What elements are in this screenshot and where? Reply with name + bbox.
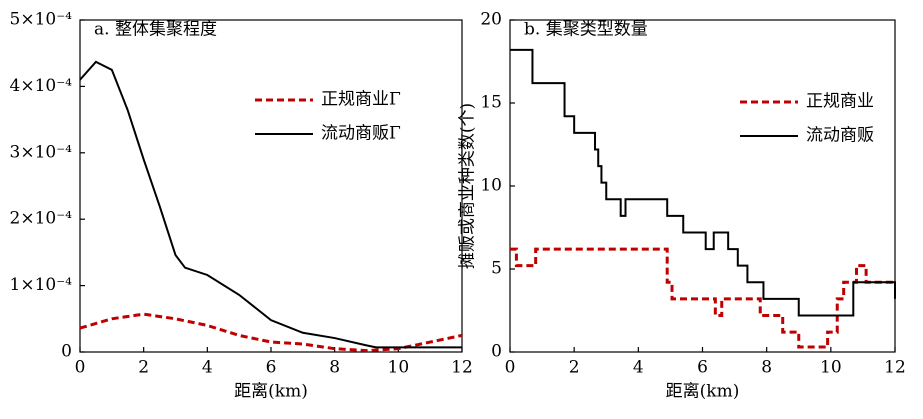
x-tick-label: 6 xyxy=(266,358,277,378)
y-tick-label: 0 xyxy=(61,342,72,362)
chart-title: b. 集聚类型数量 xyxy=(524,20,648,40)
x-tick-label: 2 xyxy=(569,358,580,378)
x-tick-label: 12 xyxy=(884,358,906,378)
y-tick-label: 3×10⁻⁴ xyxy=(10,142,73,162)
series-line xyxy=(510,48,896,317)
y-tick-label: 0 xyxy=(491,342,502,362)
x-tick-label: 6 xyxy=(697,358,708,378)
plot-frame xyxy=(79,19,463,353)
series-line xyxy=(510,247,895,349)
x-tick-label: 8 xyxy=(761,358,772,378)
x-tick-label: 12 xyxy=(451,358,473,378)
y-axis-label: 摊贩或商业种类数(个) xyxy=(458,103,478,269)
x-tick-label: 0 xyxy=(75,358,86,378)
chart-title: a. 整体集聚程度 xyxy=(94,20,217,40)
y-tick-label: 20 xyxy=(480,10,502,30)
y-tick-label: 10 xyxy=(480,176,502,196)
legend-label: 流动商贩 xyxy=(806,126,874,146)
y-tick-label: 2×10⁻⁴ xyxy=(10,209,73,229)
x-tick-label: 10 xyxy=(388,358,410,378)
legend-label: 正规商业Γ xyxy=(321,90,401,110)
legend-label: 正规商业 xyxy=(806,92,874,112)
y-tick-label: 5 xyxy=(491,259,502,279)
x-axis-label: 距离(km) xyxy=(234,382,308,402)
y-tick-label: 4×10⁻⁴ xyxy=(10,76,73,96)
x-tick-label: 4 xyxy=(202,358,213,378)
legend-label: 流动商贩Γ xyxy=(321,124,401,144)
y-tick-label: 15 xyxy=(480,93,502,113)
plot-frame xyxy=(509,19,896,353)
series-line xyxy=(79,60,462,349)
y-tick-label: 5×10⁻⁴ xyxy=(10,10,73,30)
x-tick-label: 2 xyxy=(138,358,149,378)
x-axis-label: 距离(km) xyxy=(666,382,740,402)
series-line xyxy=(79,312,463,353)
y-tick-label: 1×10⁻⁴ xyxy=(10,275,73,295)
x-tick-label: 0 xyxy=(505,358,516,378)
x-tick-label: 4 xyxy=(633,358,644,378)
x-tick-label: 8 xyxy=(329,358,340,378)
x-tick-label: 10 xyxy=(820,358,842,378)
